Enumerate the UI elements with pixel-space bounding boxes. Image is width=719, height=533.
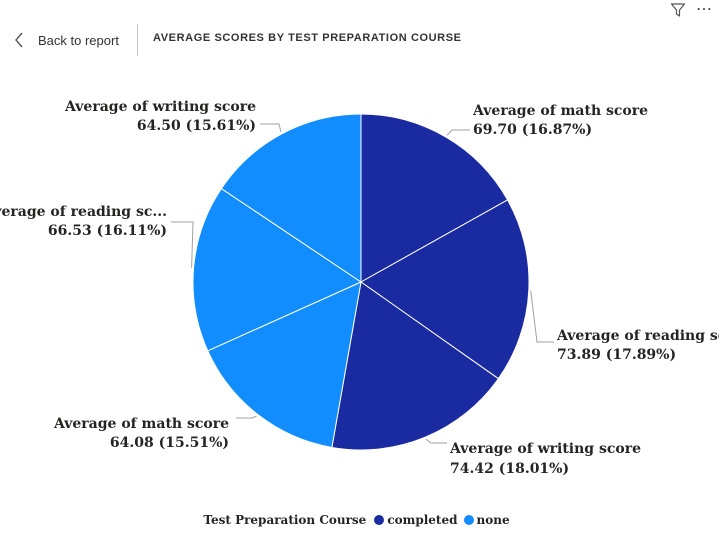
- legend-label-completed: completed: [387, 513, 458, 527]
- data-label-name-2: Average of reading sc...: [556, 328, 719, 344]
- more-options-icon[interactable]: ⋯: [696, 1, 713, 18]
- legend-marker-none: [463, 515, 474, 525]
- header-divider: [137, 24, 138, 56]
- filter-icon[interactable]: [670, 2, 686, 18]
- chevron-left-icon: [15, 32, 23, 48]
- legend-item-none[interactable]: none: [463, 513, 510, 527]
- pie-slice-completed-2[interactable]: [360, 199, 530, 380]
- data-label-value-2: 73.89 (17.89%): [557, 347, 676, 363]
- leader-line-2: [530, 290, 554, 343]
- data-label-value-1: 69.70 (16.87%): [473, 122, 592, 138]
- chart-legend: Test Preparation Course completed none: [0, 513, 719, 527]
- data-label-name-6: Average of writing score: [64, 99, 256, 115]
- data-label-name-1: Average of math score: [472, 103, 648, 119]
- back-to-report-label: Back to report: [38, 32, 119, 48]
- pie-slice-completed-1[interactable]: [360, 113, 509, 283]
- leader-line-6: [260, 123, 282, 133]
- data-label-name-5: Average of reading sc...: [0, 204, 167, 220]
- drillthrough-header: Back to report AVERAGE SCORES BY TEST PR…: [0, 24, 719, 58]
- leader-line-3: [425, 438, 447, 444]
- page-title: AVERAGE SCORES BY TEST PREPARATION COURS…: [153, 32, 462, 44]
- pie-slice-none-6[interactable]: [220, 113, 362, 283]
- data-label-value-5: 66.53 (16.11%): [48, 223, 167, 239]
- leader-line-5: [171, 221, 194, 268]
- back-to-report-button[interactable]: Back to report: [14, 28, 119, 52]
- data-label-value-6: 64.50 (15.61%): [137, 118, 256, 134]
- legend-marker-completed: [374, 515, 385, 525]
- leader-line-1: [446, 129, 470, 136]
- pie-slice-completed-3[interactable]: [331, 281, 500, 451]
- data-label-value-4: 64.08 (15.51%): [110, 435, 229, 451]
- data-label-value-3: 74.42 (18.01%): [450, 461, 569, 477]
- legend-item-completed[interactable]: completed: [374, 513, 458, 527]
- pie-slice-none-4[interactable]: [207, 281, 362, 449]
- leader-line-4: [236, 415, 257, 419]
- data-label-name-4: Average of math score: [53, 416, 229, 432]
- visual-header-icons: ⋯: [670, 2, 713, 18]
- pie-slice-none-5[interactable]: [192, 187, 363, 352]
- legend-title: Test Preparation Course: [203, 513, 367, 527]
- data-label-name-3: Average of writing score: [449, 441, 641, 457]
- legend-label-none: none: [476, 513, 510, 527]
